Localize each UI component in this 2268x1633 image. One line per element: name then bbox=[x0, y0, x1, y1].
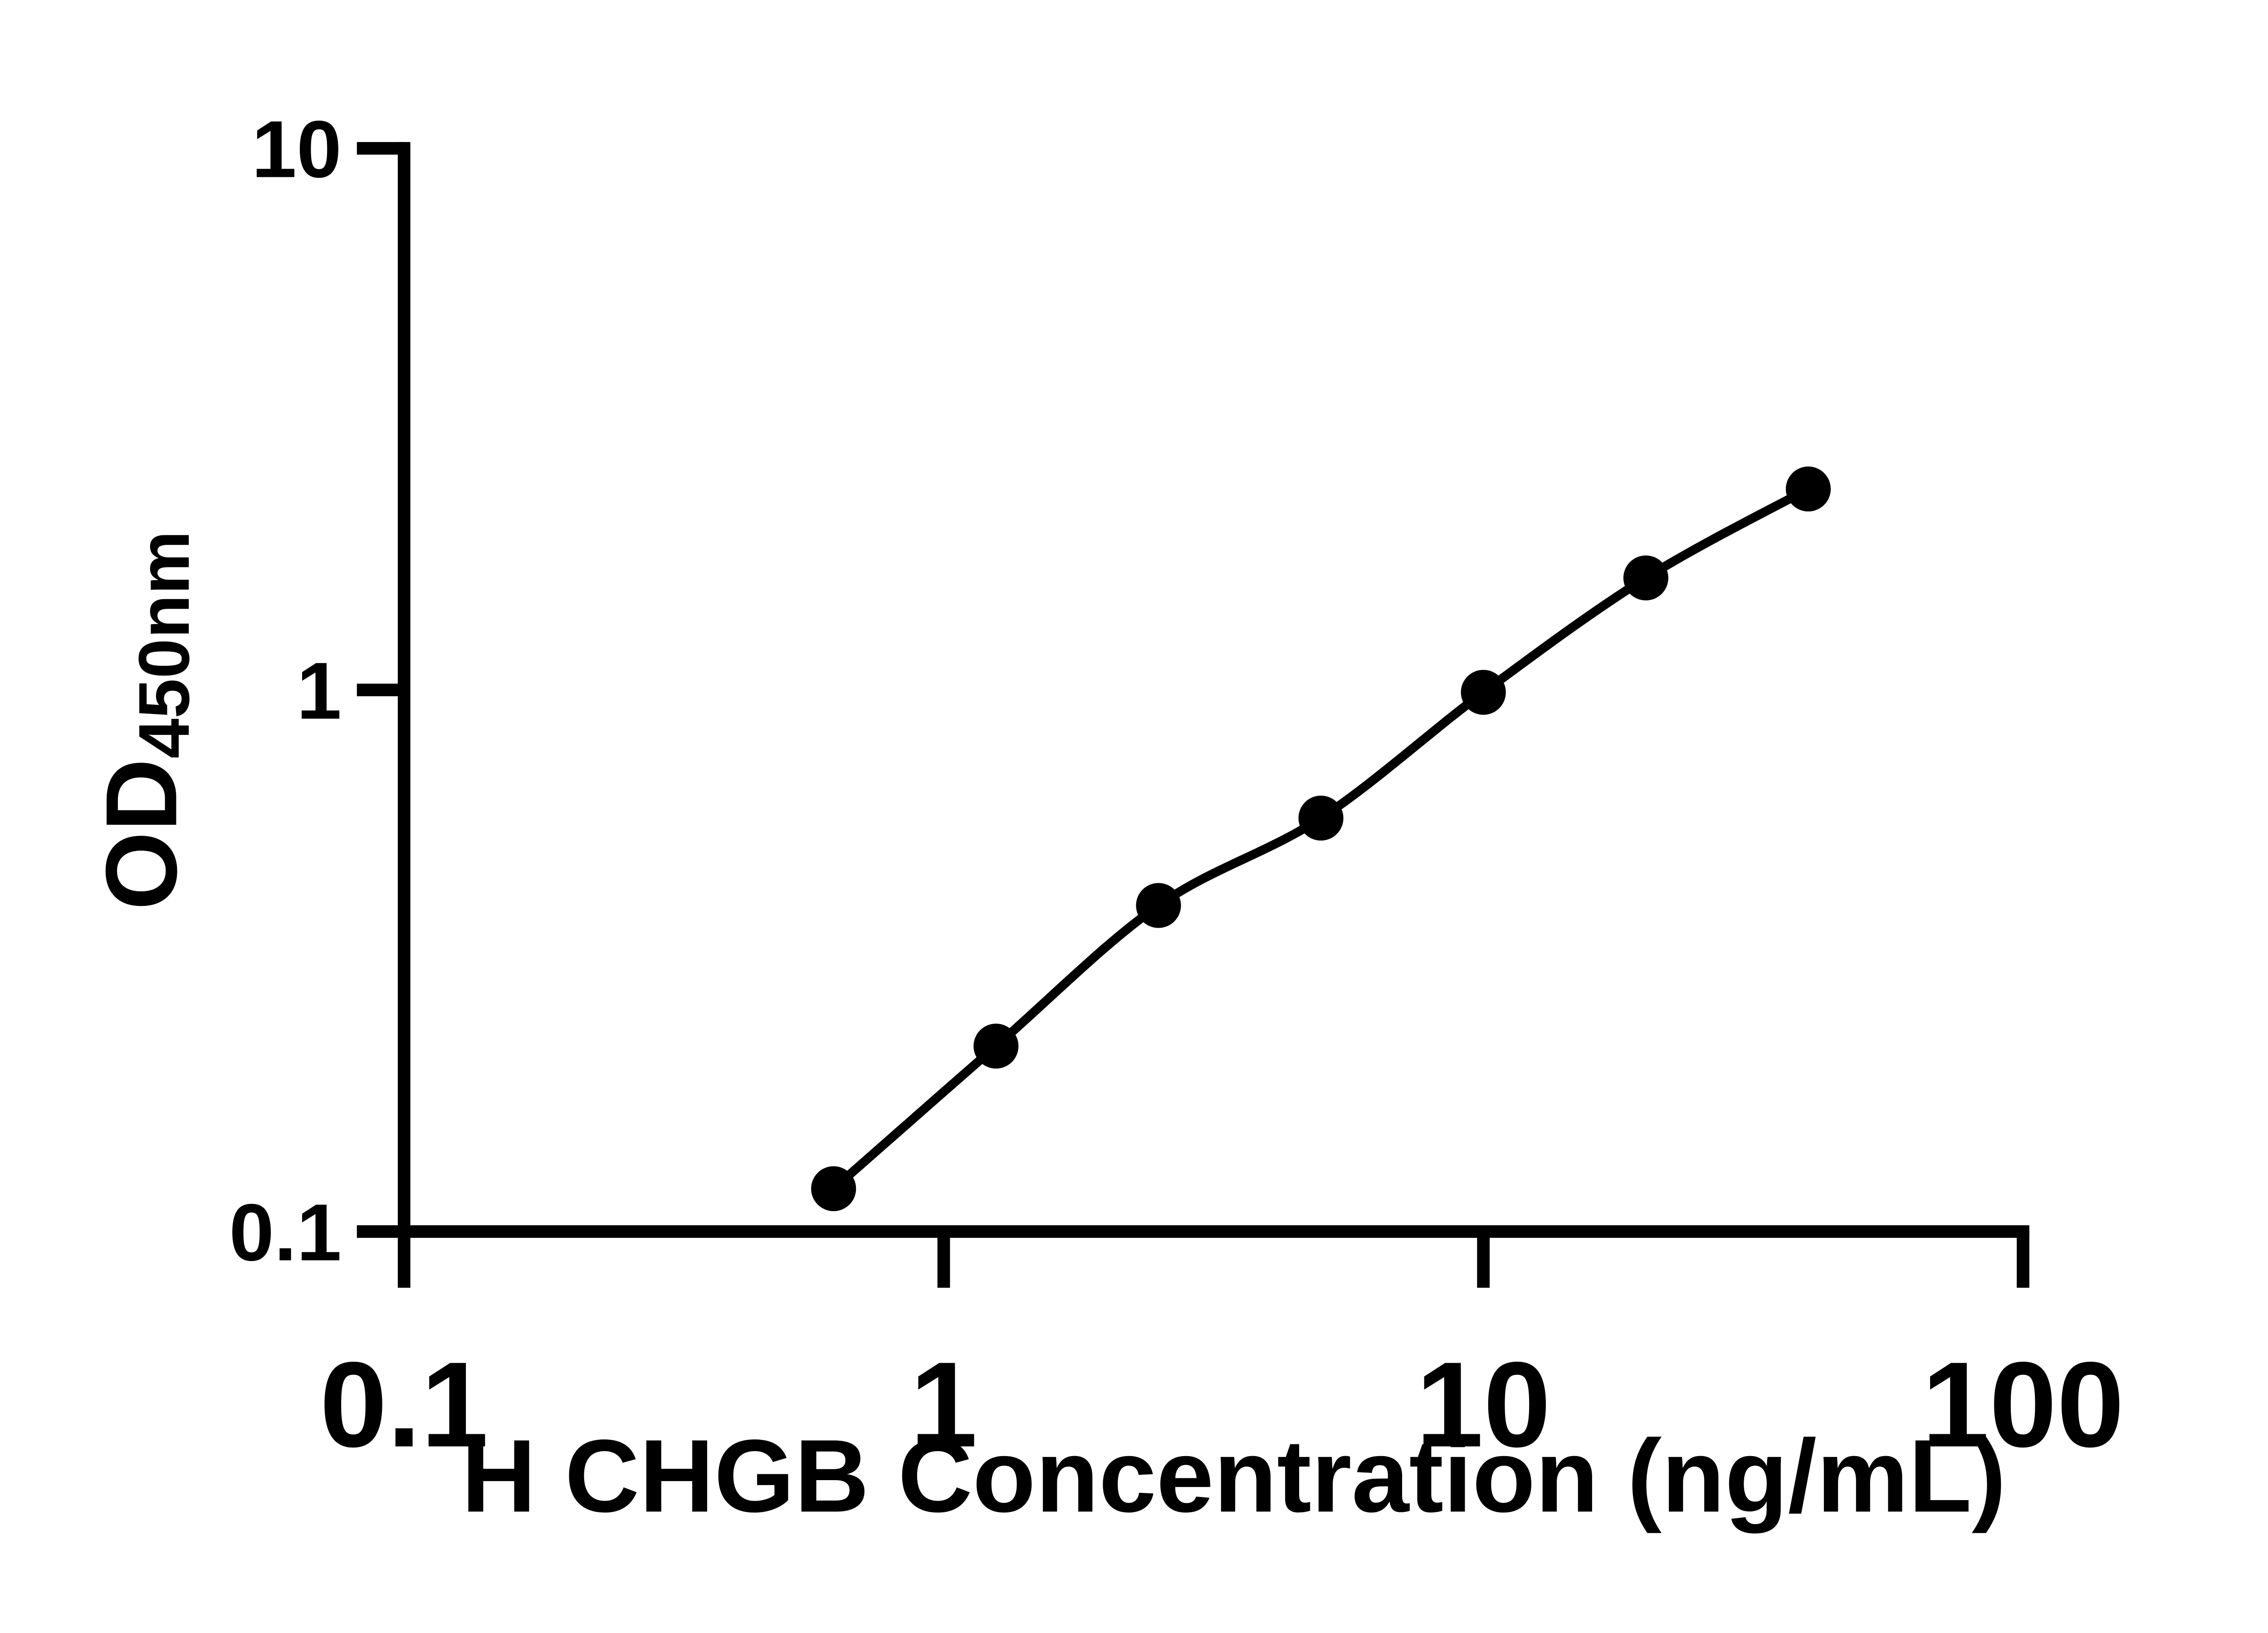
y-axis-title: OD450nm bbox=[85, 531, 204, 910]
y-tick-label: 0.1 bbox=[229, 1187, 342, 1277]
y-tick-label: 10 bbox=[252, 104, 342, 194]
y-tick-labels: 0.1 1 10 bbox=[229, 104, 342, 1277]
y-tick-label: 1 bbox=[297, 645, 342, 736]
axes bbox=[397, 142, 2029, 1238]
data-point bbox=[1785, 466, 1831, 512]
data-point bbox=[1623, 555, 1668, 601]
data-point bbox=[1136, 883, 1181, 928]
ticks bbox=[357, 142, 2029, 1288]
y-axis-title-subscript: 450nm bbox=[123, 531, 204, 758]
y-axis-title-main: OD bbox=[85, 758, 198, 910]
data-points bbox=[811, 466, 1831, 1212]
x-tick-label: 1 bbox=[910, 1337, 978, 1472]
data-point bbox=[1461, 670, 1506, 715]
data-point bbox=[1298, 795, 1344, 841]
x-tick-labels: 0.1 1 10 100 bbox=[320, 1337, 2124, 1472]
x-axis-title: H CHGB Concentration (ng/mL) bbox=[461, 1418, 2006, 1534]
data-point bbox=[973, 1023, 1019, 1069]
data-point bbox=[811, 1166, 856, 1212]
x-tick-label: 0.1 bbox=[320, 1337, 489, 1472]
x-tick-label: 10 bbox=[1416, 1337, 1551, 1472]
x-tick-label: 100 bbox=[1922, 1337, 2124, 1472]
